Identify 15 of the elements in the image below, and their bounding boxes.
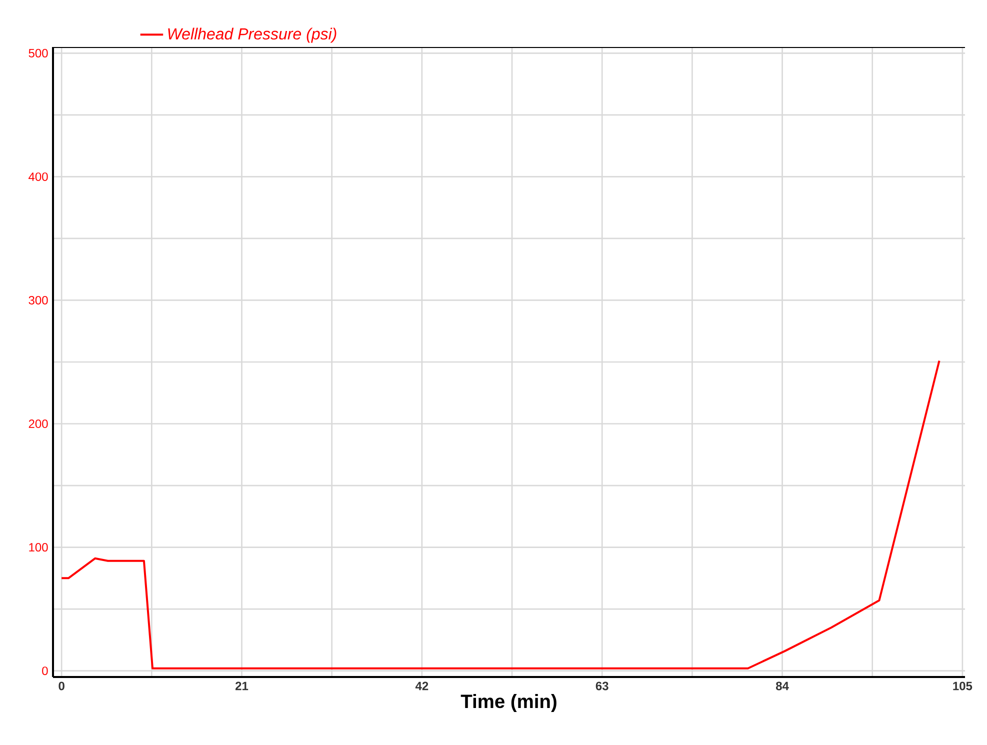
y-tick-label: 500 <box>28 48 48 58</box>
x-tick-label: 84 <box>776 682 789 690</box>
legend-label: Wellhead Pressure (psi) <box>168 28 336 43</box>
x-tick-label: 21 <box>235 682 248 690</box>
y-tick-label: 400 <box>28 172 48 181</box>
y-tick-label: 300 <box>28 296 48 304</box>
y-tick-label: 100 <box>29 543 48 552</box>
line-series <box>60 360 940 670</box>
y-tick-label: 200 <box>28 420 48 428</box>
x-tick-label: 42 <box>415 682 428 690</box>
x-tick-label: 63 <box>596 682 608 690</box>
x-axis-title: Time (min) <box>460 694 556 712</box>
y-tick-label: 0 <box>42 666 48 676</box>
x-tick-label: 105 <box>953 682 972 690</box>
x-tick-label: 0 <box>58 682 64 690</box>
